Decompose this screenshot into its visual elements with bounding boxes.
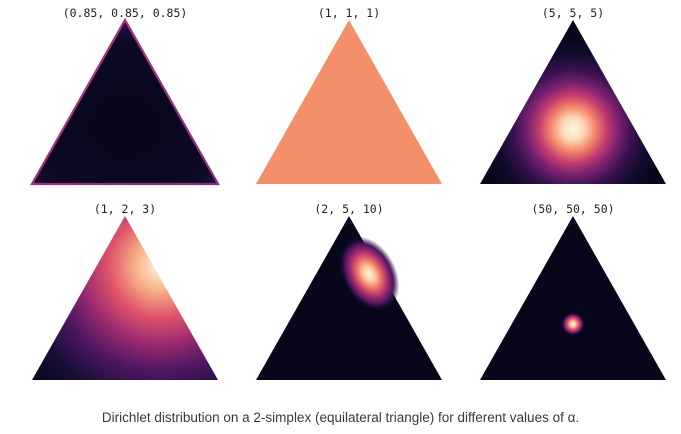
simplex-triangle-5 bbox=[256, 216, 442, 380]
simplex-triangle-3 bbox=[480, 20, 666, 184]
simplex-panel-6 bbox=[480, 216, 666, 380]
panel-title-6: (50, 50, 50) bbox=[531, 202, 615, 216]
panel-title-3: (5, 5, 5) bbox=[541, 6, 605, 20]
simplex-triangle-2 bbox=[256, 20, 442, 184]
panel-title-2: (1, 1, 1) bbox=[317, 6, 381, 20]
simplex-panel-2 bbox=[256, 20, 442, 184]
simplex-triangle-6 bbox=[480, 216, 666, 380]
simplex-panel-5 bbox=[256, 216, 442, 380]
figure-caption: Dirichlet distribution on a 2-simplex (e… bbox=[101, 410, 580, 425]
simplex-panel-1 bbox=[30, 17, 220, 186]
density-peak-6 bbox=[561, 312, 585, 336]
simplex-triangle-1 bbox=[30, 17, 220, 186]
density-peak-5 bbox=[338, 236, 400, 312]
simplex-panel-3 bbox=[480, 20, 666, 184]
simplex-panel-4 bbox=[32, 216, 218, 380]
panel-title-5: (2, 5, 10) bbox=[314, 202, 384, 216]
panel-title-1: (0.85, 0.85, 0.85) bbox=[62, 6, 188, 20]
panel-title-4: (1, 2, 3) bbox=[93, 202, 157, 216]
simplex-triangle-4 bbox=[32, 216, 218, 380]
